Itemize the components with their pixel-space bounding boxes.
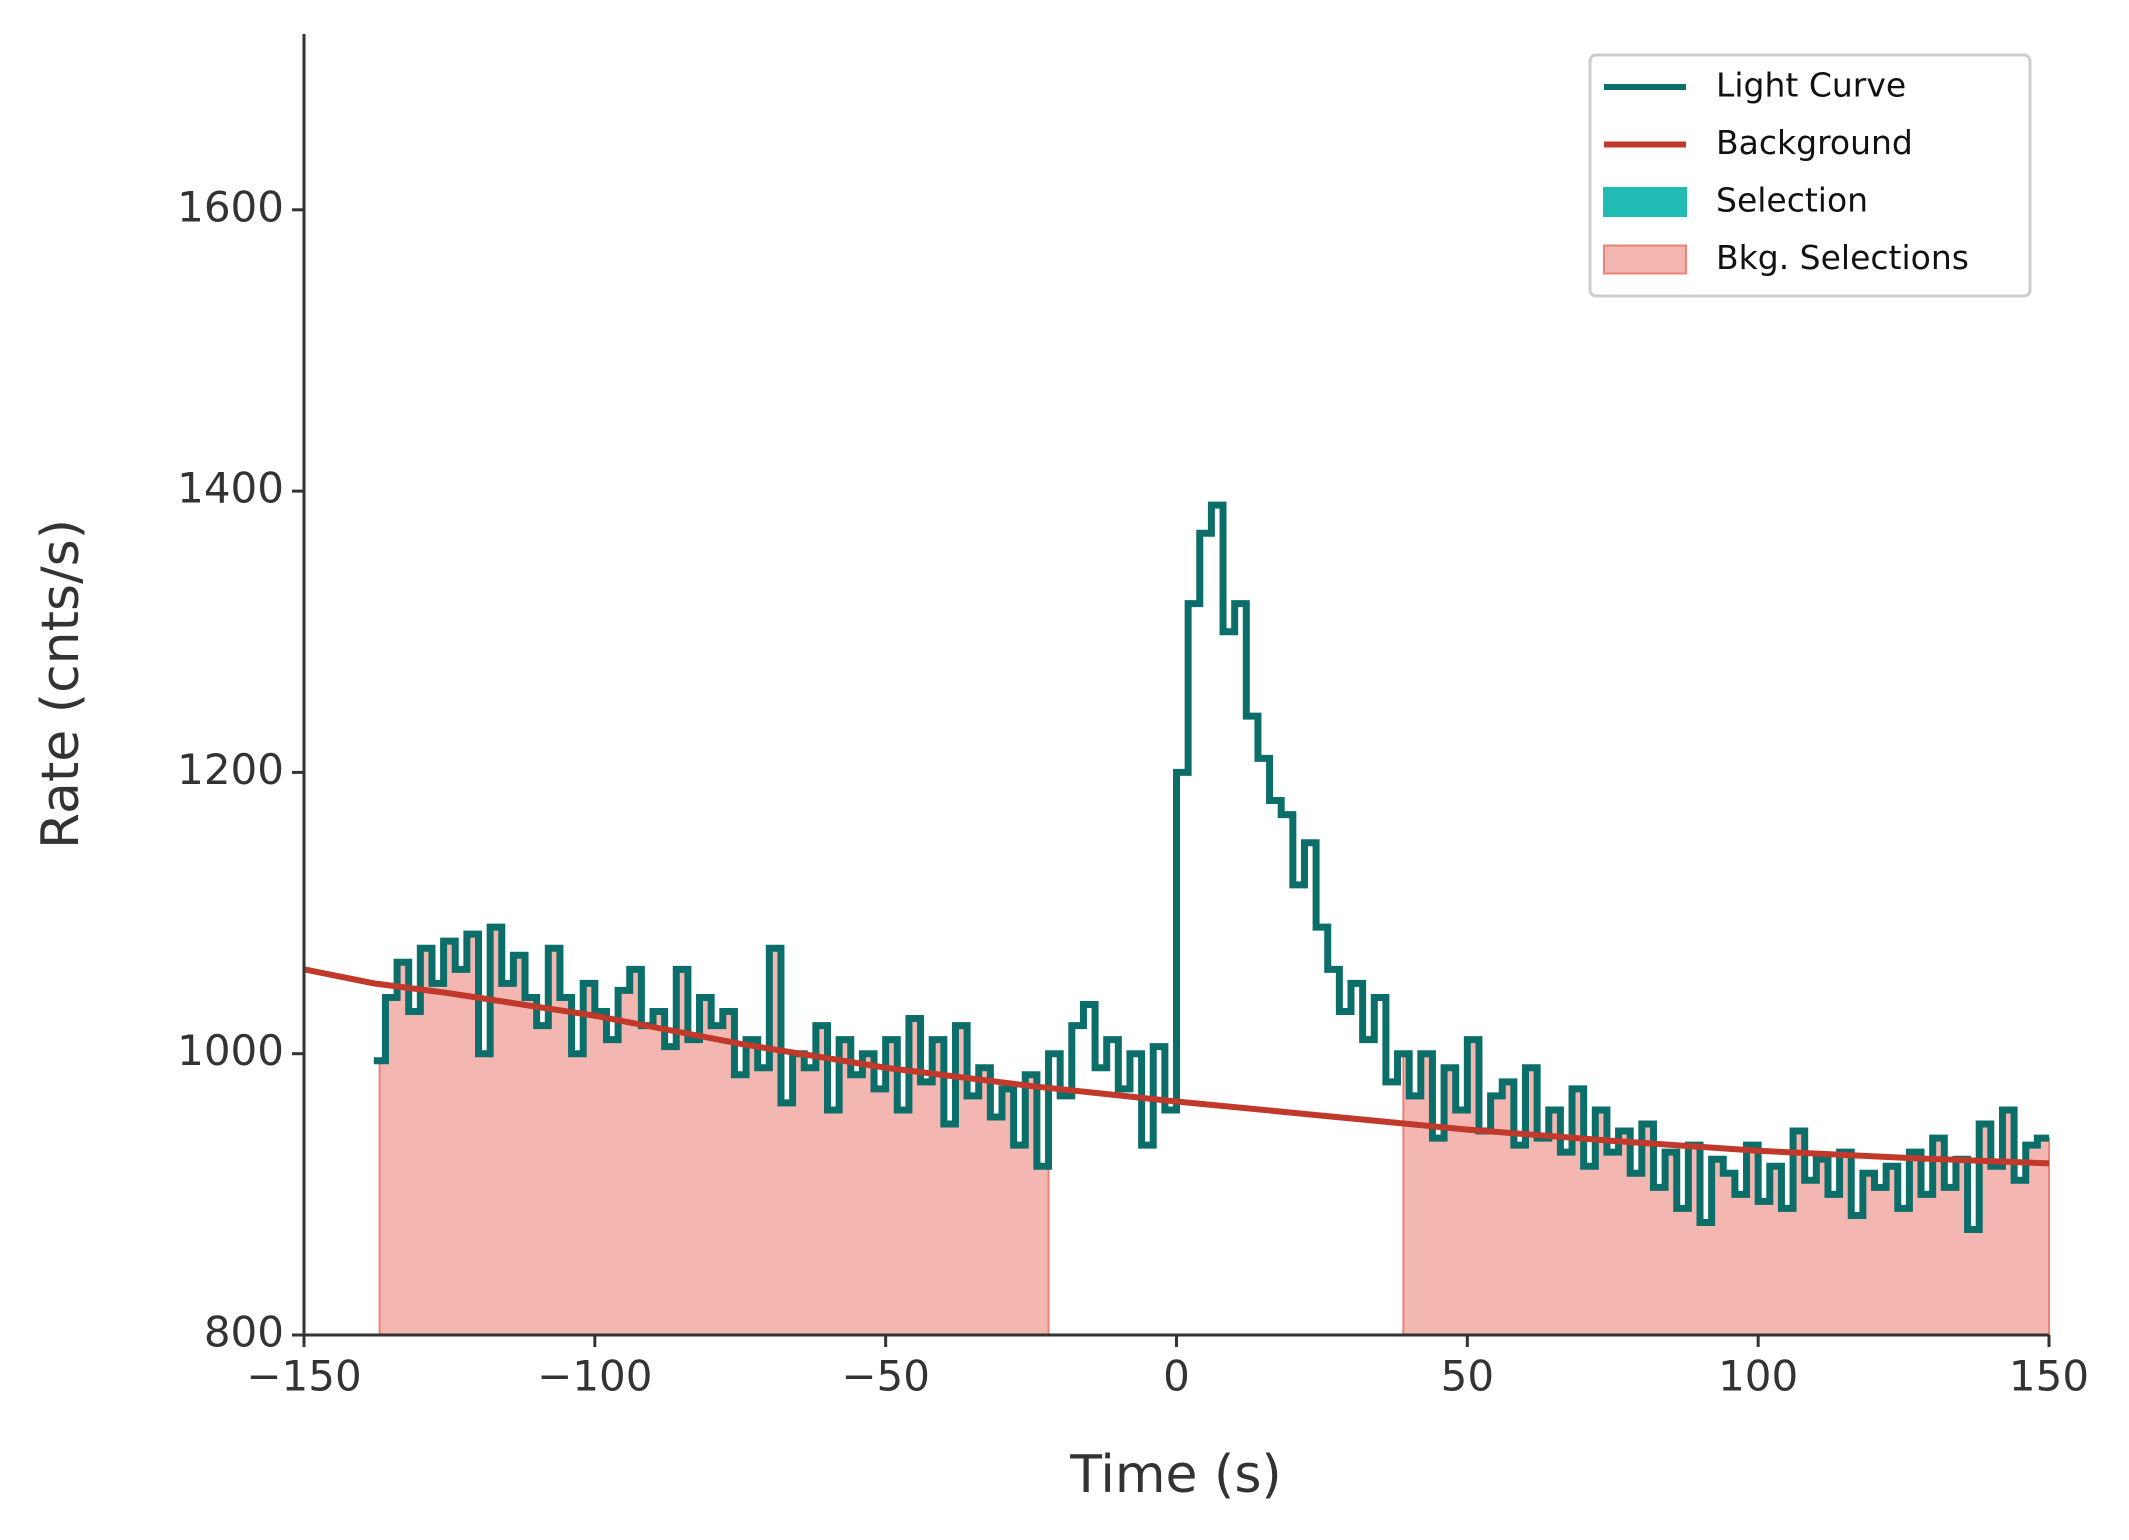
x-axis-label: Time (s) — [1069, 1445, 1281, 1505]
y-tick-label: 1200 — [177, 745, 284, 794]
legend-label: Light Curve — [1716, 66, 1906, 105]
y-axis-label: Rate (cnts/s) — [31, 519, 91, 849]
legend-swatch — [1603, 244, 1687, 275]
background-line — [303, 966, 2050, 1167]
legend-label: Selection — [1716, 181, 1868, 220]
y-tick-label: 800 — [204, 1308, 284, 1357]
legend-swatch — [1603, 187, 1687, 217]
legend-label: Bkg. Selections — [1716, 238, 1969, 277]
x-tick-label: 100 — [1718, 1352, 1798, 1401]
x-tick-label: 0 — [1163, 1352, 1190, 1401]
legend-label: Background — [1716, 123, 1913, 162]
plot-area — [303, 501, 2050, 1336]
x-tick-label: −50 — [841, 1352, 930, 1401]
x-tick-label: 50 — [1441, 1352, 1494, 1401]
y-tick-label: 1600 — [177, 182, 284, 231]
light-curve — [373, 501, 2049, 1234]
legend-box — [1588, 53, 2032, 298]
y-tick-label: 1400 — [177, 464, 284, 513]
x-tick-label: −100 — [537, 1352, 652, 1401]
y-tick-label: 1000 — [177, 1026, 284, 1075]
x-tick-label: 150 — [2009, 1352, 2089, 1401]
x-tick-label: −150 — [246, 1352, 361, 1401]
